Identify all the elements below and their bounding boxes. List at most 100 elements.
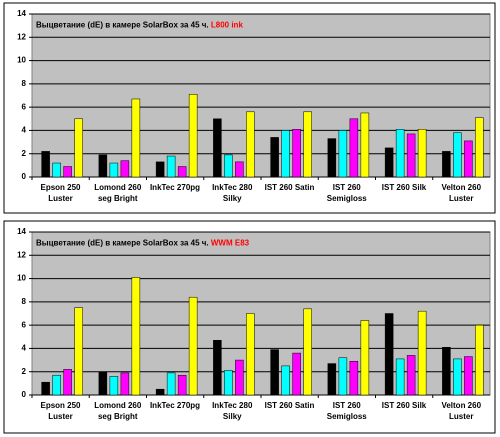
y-tick-label: 6 <box>22 320 27 329</box>
bar <box>292 352 301 396</box>
chart-title: Выцветание (dE) в камере SolarBox за 45 … <box>36 21 243 30</box>
bar <box>177 166 187 178</box>
bar <box>188 94 198 178</box>
bar <box>120 160 130 178</box>
x-tick-label: Velton 260 Luster <box>441 401 482 421</box>
bar <box>453 132 462 178</box>
y-tick-label: 4 <box>22 344 27 353</box>
bar <box>224 154 233 178</box>
bar <box>395 129 405 178</box>
y-tick-label: 6 <box>22 102 27 111</box>
bar <box>74 118 83 178</box>
bar <box>188 296 198 396</box>
x-tick-label: IST 260 Semigloss <box>326 401 367 421</box>
bar <box>349 360 359 396</box>
x-tick-label: IST 260 Silk <box>381 183 427 192</box>
x-tick-label: Epson 250 Luster <box>40 183 81 203</box>
bar <box>384 147 394 178</box>
bar <box>475 117 484 178</box>
y-tick-label: 0 <box>22 390 27 399</box>
bar <box>270 349 279 396</box>
bar <box>395 358 405 396</box>
bar <box>155 388 165 396</box>
x-tick-label: InkTec 280 Silky <box>212 401 253 421</box>
bar <box>131 277 141 396</box>
bar <box>235 161 244 178</box>
x-tick-label: Epson 250 Luster <box>40 401 81 421</box>
x-tick-label: InkTec 270pg <box>149 401 201 410</box>
y-tick-label: 14 <box>17 9 26 18</box>
bar <box>303 111 312 178</box>
bar <box>417 310 427 396</box>
bar <box>292 129 301 178</box>
bar <box>41 151 50 178</box>
bar <box>464 356 473 396</box>
bar <box>360 320 370 396</box>
x-tick-label: InkTec 270pg <box>149 183 201 192</box>
bar <box>166 372 176 396</box>
bar <box>98 154 108 178</box>
y-tick-label: 14 <box>17 227 26 236</box>
x-tick-label: IST 260 Satin <box>264 183 315 192</box>
bar <box>224 370 233 396</box>
y-tick-label: 4 <box>22 126 27 135</box>
title-text: Выцветание (dE) в камере SolarBox за 45 … <box>36 239 209 248</box>
bar <box>338 130 348 178</box>
bar <box>246 111 255 178</box>
title-highlight: L800 ink <box>211 21 244 30</box>
bar <box>109 376 119 396</box>
bar <box>406 355 416 396</box>
bar <box>120 372 130 396</box>
bar <box>131 98 141 178</box>
bar <box>52 162 61 178</box>
bar <box>327 138 337 178</box>
bar <box>464 140 473 178</box>
bar <box>155 161 165 178</box>
y-tick-label: 8 <box>22 297 27 306</box>
x-tick-label: Velton 260 Luster <box>441 183 482 203</box>
bar <box>281 365 290 396</box>
bar <box>327 363 337 396</box>
bar <box>303 308 312 396</box>
chart-title: Выцветание (dE) в камере SolarBox за 45 … <box>36 239 250 248</box>
x-tick-label: IST 260 Satin <box>264 401 315 410</box>
bar <box>281 130 290 178</box>
bar <box>213 340 222 396</box>
bar <box>177 374 187 396</box>
bar <box>384 313 394 396</box>
bar <box>349 118 359 178</box>
y-tick-label: 2 <box>22 149 27 158</box>
bar <box>338 357 348 396</box>
y-tick-label: 10 <box>17 56 26 65</box>
bar <box>52 374 61 396</box>
y-tick-label: 10 <box>17 274 26 283</box>
bar <box>246 313 255 396</box>
y-tick-label: 0 <box>22 172 27 181</box>
x-tick-label: IST 260 Silk <box>381 401 427 410</box>
bar <box>41 381 50 396</box>
x-tick-label: InkTec 280 Silky <box>212 183 253 203</box>
bar <box>74 307 83 396</box>
bar <box>417 129 427 178</box>
bar <box>98 371 108 396</box>
bar <box>442 151 451 178</box>
bar <box>270 137 279 178</box>
y-tick-label: 12 <box>17 250 26 259</box>
bar <box>63 369 72 396</box>
bar <box>213 118 222 178</box>
bar <box>406 133 416 178</box>
bar <box>453 358 462 396</box>
y-tick-label: 8 <box>22 79 27 88</box>
x-tick-label: IST 260 Semigloss <box>326 183 367 203</box>
x-tick-label: Lomond 260 seg Bright <box>94 401 142 421</box>
bar <box>442 347 451 396</box>
bar <box>235 359 244 396</box>
bar <box>166 155 176 178</box>
bar <box>109 162 119 178</box>
y-tick-label: 2 <box>22 367 27 376</box>
bar <box>475 324 484 396</box>
bar <box>63 166 72 178</box>
bar <box>360 112 370 178</box>
